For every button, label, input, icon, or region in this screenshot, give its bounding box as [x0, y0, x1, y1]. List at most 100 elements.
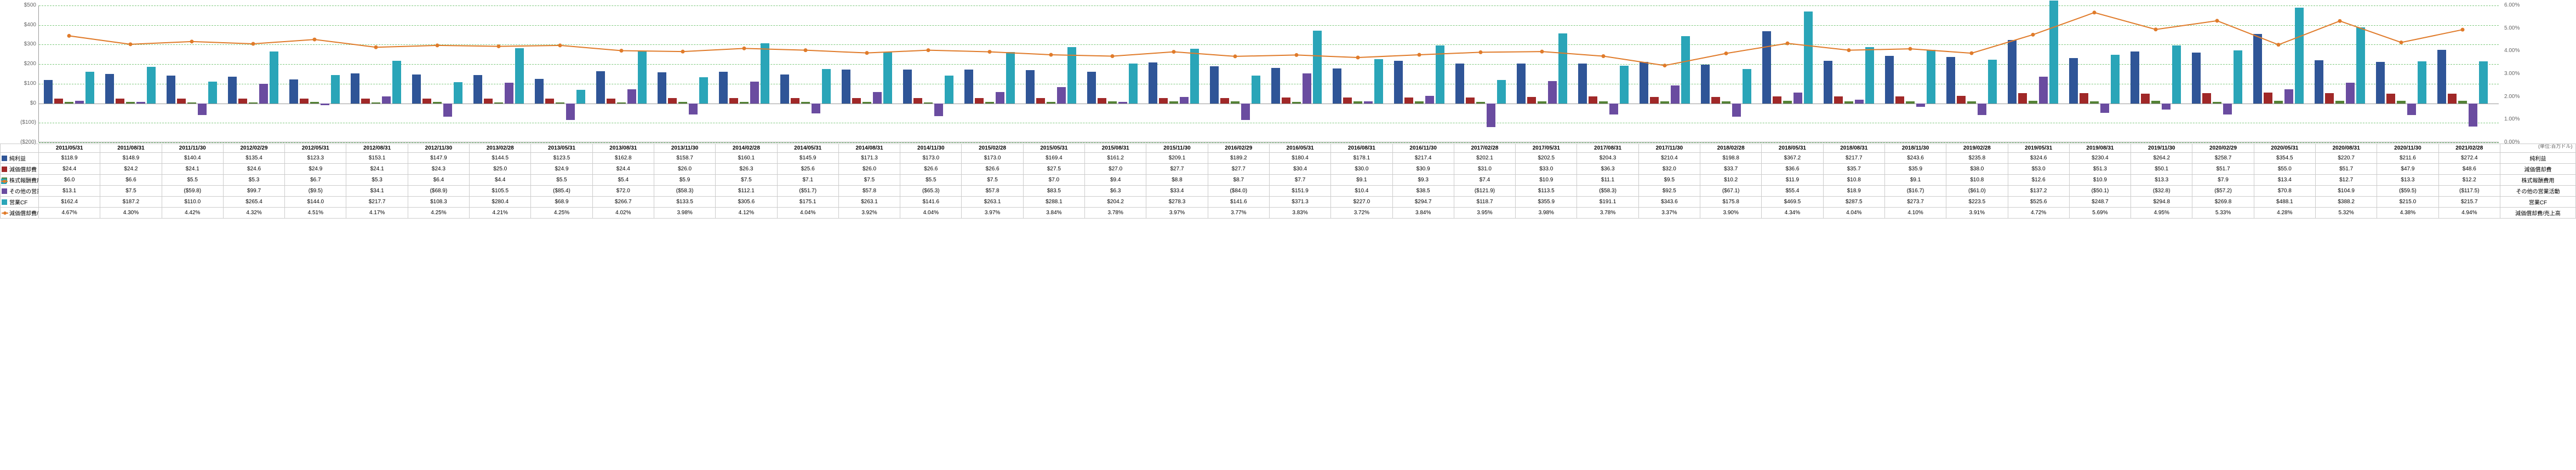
cell-da: $24.2 — [100, 164, 162, 175]
sbc-bar — [1783, 101, 1792, 103]
oth-bar — [259, 84, 268, 104]
cell-ni: $230.4 — [2069, 153, 2131, 164]
da-bar — [2141, 94, 2150, 104]
cell-da: $33.0 — [1516, 164, 1577, 175]
y-right-tick: 4.00% — [2504, 48, 2528, 54]
oth-bar — [566, 104, 575, 121]
cell-oth: ($16.7) — [1884, 186, 1946, 197]
cell-pct: 3.98% — [1516, 208, 1577, 219]
cell-ocf: $248.7 — [2069, 197, 2131, 208]
bars-container — [38, 5, 2499, 142]
period-group — [2371, 5, 2432, 142]
period-group — [1082, 5, 1143, 142]
period-group — [345, 5, 407, 142]
sbc-bar — [2458, 101, 2467, 103]
ni-bar — [473, 75, 482, 104]
cell-oth: $151.9 — [1269, 186, 1330, 197]
period-header: 2018/02/28 — [1700, 144, 1762, 153]
ocf-bar — [822, 69, 831, 104]
period-group — [407, 5, 468, 142]
period-group — [652, 5, 713, 142]
cell-pct: 4.72% — [2008, 208, 2069, 219]
legend-swatch — [2, 188, 7, 194]
cell-pct: 5.32% — [2315, 208, 2377, 219]
ocf-bar — [2295, 8, 2304, 103]
cell-sbc: $7.5 — [838, 175, 900, 186]
ni-bar — [719, 72, 728, 103]
cell-pct: 3.90% — [1700, 208, 1762, 219]
cell-ocf: $278.3 — [1146, 197, 1208, 208]
ocf-bar — [699, 77, 708, 104]
cell-da: $26.0 — [654, 164, 715, 175]
period-group — [161, 5, 222, 142]
cell-ni: $324.6 — [2008, 153, 2069, 164]
sbc-bar — [126, 102, 135, 103]
row-label-end-pct: 減価償却費/売上高 — [2500, 208, 2576, 219]
cell-ni: $178.1 — [1331, 153, 1392, 164]
cell-pct: 3.95% — [1454, 208, 1515, 219]
cell-da: $27.7 — [1208, 164, 1269, 175]
period-group — [2432, 5, 2493, 142]
da-bar — [238, 99, 247, 104]
ni-bar — [2376, 62, 2385, 104]
ocf-bar — [761, 43, 769, 103]
cell-oth: ($58.3) — [654, 186, 715, 197]
cell-ni: $123.5 — [531, 153, 592, 164]
period-group — [1266, 5, 1327, 142]
cell-oth: $137.2 — [2008, 186, 2069, 197]
cell-pct: 3.97% — [1146, 208, 1208, 219]
y-left-tick: $100 — [12, 81, 36, 87]
y-left-tick: $500 — [12, 2, 36, 8]
period-header: 2021/02/28 — [2438, 144, 2500, 153]
ocf-bar — [1988, 60, 1997, 104]
cell-ni: $135.4 — [223, 153, 284, 164]
period-group — [529, 5, 591, 142]
da-bar — [300, 99, 309, 104]
sbc-bar — [1292, 102, 1301, 104]
oth-bar — [812, 104, 820, 113]
da-bar — [545, 99, 554, 104]
ocf-bar — [2418, 61, 2426, 104]
period-group — [1020, 5, 1082, 142]
cell-sbc: $9.1 — [1331, 175, 1392, 186]
da-bar — [2386, 94, 2395, 103]
cell-oth: $99.7 — [223, 186, 284, 197]
da-bar — [975, 98, 984, 104]
period-group — [959, 5, 1020, 142]
cell-sbc: $7.5 — [716, 175, 777, 186]
period-group — [1143, 5, 1204, 142]
oth-bar — [1241, 104, 1250, 120]
cell-pct: 3.83% — [1269, 208, 1330, 219]
ocf-bar — [1620, 66, 1629, 103]
ocf-bar — [1927, 50, 1935, 104]
ni-bar — [1026, 70, 1035, 104]
ni-bar — [1210, 66, 1219, 104]
oth-bar — [1609, 104, 1618, 115]
period-group — [2248, 5, 2309, 142]
cell-da: $27.7 — [1146, 164, 1208, 175]
cell-pct: 3.72% — [1331, 208, 1392, 219]
da-bar — [852, 98, 861, 103]
sbc-bar — [801, 102, 810, 104]
cell-oth: ($121.9) — [1454, 186, 1515, 197]
y-right-tick: 2.00% — [2504, 94, 2528, 100]
cell-ocf: $68.9 — [531, 197, 592, 208]
row-label-end-ocf: 営業CF — [2500, 197, 2576, 208]
cell-oth: ($59.8) — [162, 186, 223, 197]
cell-ocf: $266.7 — [592, 197, 654, 208]
cell-da: $24.6 — [223, 164, 284, 175]
ni-bar — [105, 74, 114, 103]
cell-ni: $169.4 — [1023, 153, 1084, 164]
cell-ocf: $525.6 — [2008, 197, 2069, 208]
cell-pct: 4.04% — [1823, 208, 1884, 219]
y-right-tick: 1.00% — [2504, 116, 2528, 122]
period-header: 2019/11/30 — [2131, 144, 2192, 153]
cell-ocf: $488.1 — [2254, 197, 2315, 208]
sbc-bar — [1353, 101, 1362, 103]
period-header: 2018/11/30 — [1884, 144, 1946, 153]
cell-ocf: $223.5 — [1946, 197, 2008, 208]
sbc-bar — [310, 102, 319, 103]
legend-swatch — [2, 199, 7, 205]
cell-ni: $158.7 — [654, 153, 715, 164]
cell-oth: $83.5 — [1023, 186, 1084, 197]
